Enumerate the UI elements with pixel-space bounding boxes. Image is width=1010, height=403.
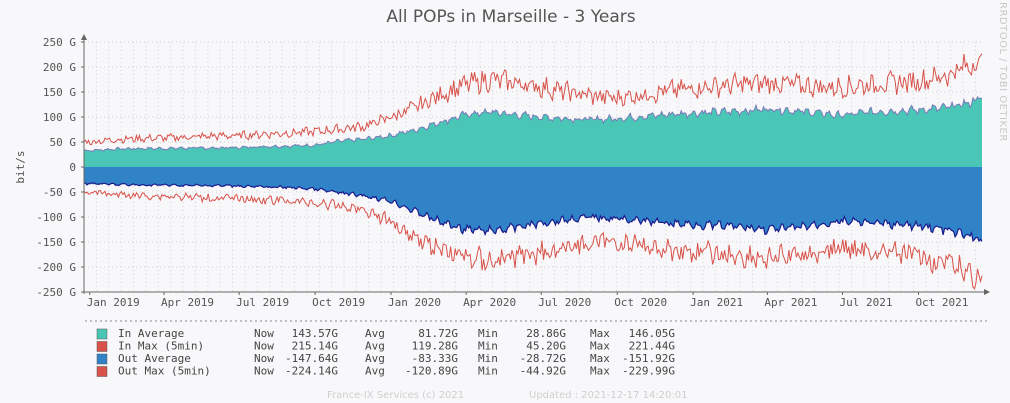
- y-axis-label: bit/s: [14, 150, 27, 183]
- legend-max-label: Max: [590, 340, 610, 353]
- y-tick-label: -200 G: [36, 261, 76, 274]
- legend-min-value: -44.92G: [520, 365, 566, 378]
- legend-avg-label: Avg: [365, 365, 385, 378]
- rrdtool-watermark: RRDTOOL / TOBI OETIKER: [997, 2, 1008, 142]
- legend-swatch: [96, 341, 108, 352]
- legend-max-value: -229.99G: [622, 365, 675, 378]
- legend-now-value: -147.64G: [285, 352, 338, 365]
- legend-avg-value: 81.72G: [418, 327, 458, 340]
- legend-now-label: Now: [254, 352, 274, 365]
- x-tick-label: Apr 2020: [463, 296, 516, 309]
- y-tick-labels: 250 G 200 G 150 G 100 G 50 G 0 -50 G -100 G -150…: [36, 36, 76, 299]
- series-layer: [83, 53, 983, 290]
- legend-now-value: -224.14G: [285, 365, 338, 378]
- legend-avg-label: Avg: [365, 340, 385, 353]
- legend-max-value: 146.05G: [629, 327, 675, 340]
- legend-swatch: [96, 353, 108, 365]
- legend-now-value: 143.57G: [292, 327, 338, 340]
- x-tick-label: Jan 2020: [388, 296, 441, 309]
- series-in-average-border: [83, 96, 982, 153]
- x-tick-label: Jan 2019: [87, 296, 140, 309]
- chart-title: All POPs in Marseille - 3 Years: [386, 7, 635, 27]
- legend-series-name: Out Max (5min): [118, 365, 211, 378]
- x-tick-label: Oct 2020: [614, 296, 667, 309]
- legend-min-label: Min: [478, 327, 498, 340]
- legend-now-label: Now: [254, 327, 274, 340]
- y-tick-label: -100 G: [36, 211, 76, 224]
- legend-min-label: Min: [478, 365, 498, 378]
- x-axis-arrow: [984, 289, 990, 295]
- footer-updated: Updated : 2021-12-17 14:20:01: [529, 390, 688, 401]
- x-tick-label: Apr 2019: [161, 296, 214, 309]
- x-tick-label: Jul 2019: [236, 296, 289, 309]
- series-out-average-border: [83, 181, 983, 243]
- legend-series-name: In Max (5min): [118, 340, 204, 353]
- legend-avg-value: -120.89G: [405, 365, 458, 378]
- y-tick-label: 150 G: [43, 86, 76, 99]
- x-tick-label: Jul 2020: [538, 296, 591, 309]
- y-tick-label: 100 G: [43, 111, 76, 124]
- legend-max-value: -151.92G: [622, 352, 675, 365]
- legend-min-value: 28.86G: [526, 327, 566, 340]
- series-out-max-line: [83, 189, 983, 290]
- x-tick-label: Jul 2021: [840, 296, 893, 309]
- legend-swatch: [96, 366, 108, 377]
- legend-max-label: Max: [590, 365, 610, 378]
- x-tick-labels: Jan 2019 Apr 2019 Jul 2019 Oct 2019 Jan 2020…: [87, 296, 969, 309]
- legend-max-label: Max: [590, 352, 610, 365]
- legend-series-name: Out Average: [118, 352, 191, 365]
- y-tick-label: 0: [69, 161, 76, 174]
- legend-now-label: Now: [254, 365, 274, 378]
- legend-avg-label: Avg: [365, 352, 385, 365]
- legend-max-value: 221.44G: [629, 340, 675, 353]
- footer-copyright: France-IX Services (c) 2021: [327, 390, 464, 401]
- legend-series-name: In Average: [118, 327, 184, 340]
- y-tick-label: 250 G: [43, 36, 76, 49]
- series-in-average-area: [84, 96, 982, 167]
- legend-min-value: 45.20G: [526, 340, 566, 353]
- legend-min-value: -28.72G: [520, 352, 566, 365]
- legend-min-label: Min: [478, 352, 498, 365]
- x-tick-label: Apr 2021: [764, 296, 817, 309]
- legend-avg-value: 119.28G: [412, 340, 458, 353]
- y-tick-label: 200 G: [43, 61, 76, 74]
- x-tick-label: Oct 2021: [915, 296, 968, 309]
- axis-layer: [81, 34, 990, 295]
- y-axis-arrow: [81, 34, 87, 40]
- legend-avg-label: Avg: [365, 327, 385, 340]
- legend-min-label: Min: [478, 340, 498, 353]
- x-tick-label: Jan 2021: [690, 296, 743, 309]
- legend-now-value: 215.14G: [292, 340, 338, 353]
- legend-max-label: Max: [590, 327, 610, 340]
- series-out-average-area: [84, 167, 982, 242]
- legend-avg-value: -83.33G: [412, 352, 458, 365]
- legend-swatch: [96, 328, 108, 340]
- y-tick-label: -150 G: [36, 236, 76, 249]
- series-in-max-line: [83, 53, 983, 146]
- y-tick-label: -250 G: [36, 286, 76, 299]
- legend-now-label: Now: [254, 340, 274, 353]
- x-tick-label: Oct 2019: [312, 296, 365, 309]
- y-tick-label: -50 G: [43, 186, 76, 199]
- legend: In Average Now 143.57G Avg 81.72G Min 28.86G Ma…: [96, 327, 675, 378]
- y-tick-label: 50 G: [50, 136, 77, 149]
